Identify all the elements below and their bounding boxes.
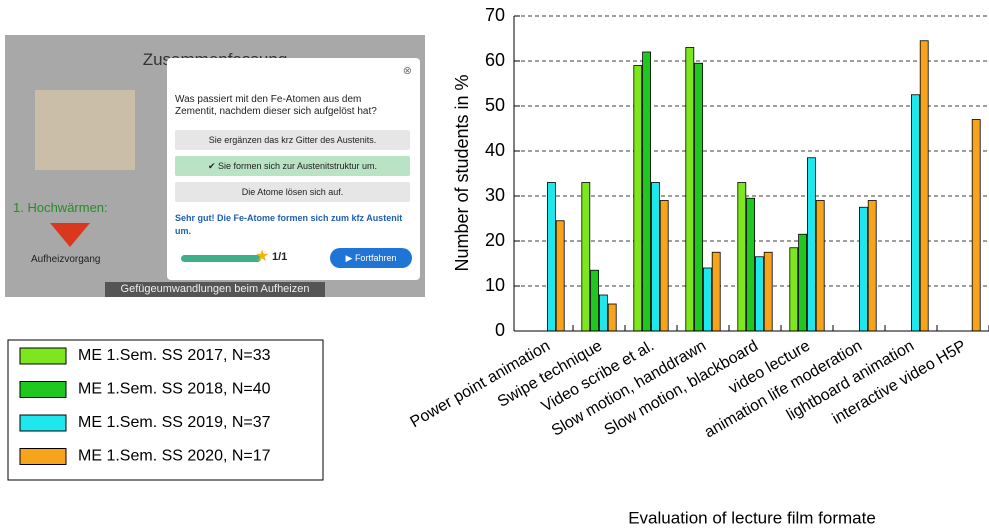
legend-swatch xyxy=(20,348,66,364)
bar xyxy=(547,183,555,332)
bar xyxy=(703,268,711,331)
bar xyxy=(764,252,772,331)
legend-swatch xyxy=(20,415,66,431)
bar xyxy=(911,95,919,331)
legend-label: ME 1.Sem. SS 2018, N=40 xyxy=(78,381,271,398)
bar xyxy=(790,248,798,331)
bar xyxy=(651,183,659,332)
bar xyxy=(738,183,746,332)
y-tick-label: 60 xyxy=(485,50,505,70)
bar xyxy=(807,158,815,331)
bar xyxy=(868,201,876,332)
bar xyxy=(634,66,642,332)
y-tick-label: 40 xyxy=(485,140,505,160)
y-tick-label: 70 xyxy=(485,5,505,25)
bar xyxy=(920,41,928,331)
bar xyxy=(747,198,755,331)
bar xyxy=(660,201,668,332)
bar xyxy=(582,183,590,332)
legend-label: ME 1.Sem. SS 2017, N=33 xyxy=(78,347,271,364)
bar xyxy=(695,63,703,331)
bar xyxy=(608,304,616,331)
bar xyxy=(599,295,607,331)
bar xyxy=(799,234,807,331)
legend-swatch xyxy=(20,382,66,398)
bar xyxy=(755,257,763,331)
bar xyxy=(643,52,651,331)
bar xyxy=(591,270,599,331)
bar xyxy=(859,207,867,331)
y-axis-label: Number of students in % xyxy=(452,74,472,271)
x-axis-label: Evaluation of lecture film formate xyxy=(628,508,876,527)
chart: Number of students in % Evaluation of le… xyxy=(0,0,989,531)
bar xyxy=(686,48,694,332)
y-tick-label: 20 xyxy=(485,230,505,250)
legend-swatch xyxy=(20,449,66,465)
bar xyxy=(972,120,980,332)
y-tick-label: 10 xyxy=(485,275,505,295)
bar xyxy=(556,221,564,331)
legend-label: ME 1.Sem. SS 2020, N=17 xyxy=(78,448,271,465)
page: Zusammenfassung 1. Hochwärmen: Aufheizvo… xyxy=(0,0,989,531)
bar xyxy=(816,201,824,332)
y-tick-label: 0 xyxy=(495,320,505,340)
y-tick-label: 30 xyxy=(485,185,505,205)
bar xyxy=(712,252,720,331)
y-tick-label: 50 xyxy=(485,95,505,115)
legend-label: ME 1.Sem. SS 2019, N=37 xyxy=(78,414,271,431)
